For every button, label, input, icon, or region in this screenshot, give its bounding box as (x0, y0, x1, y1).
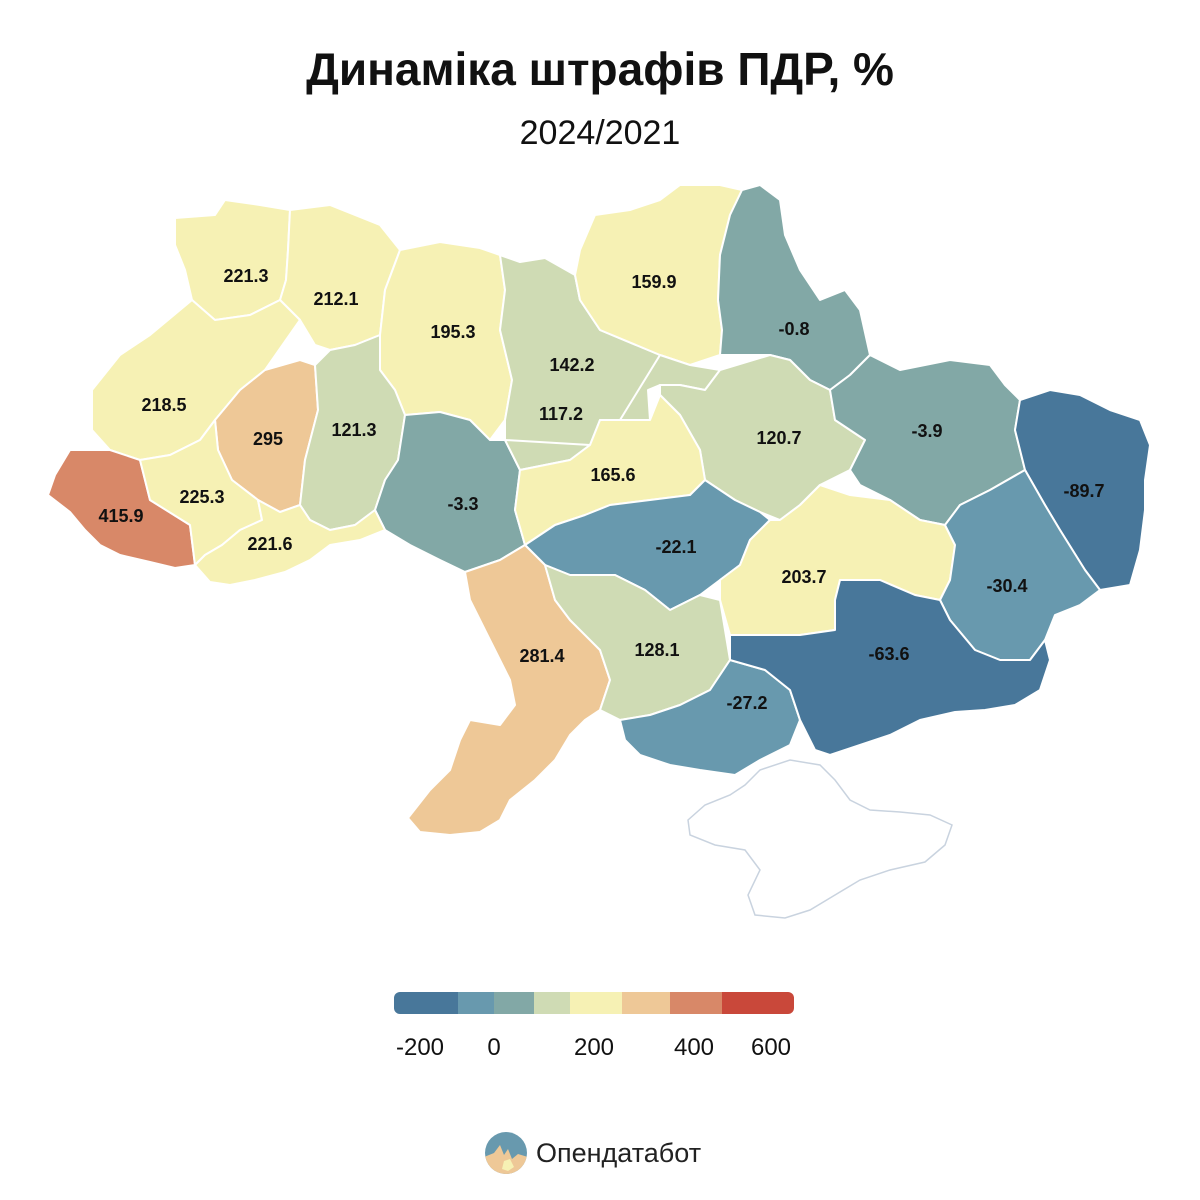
region-value-label: 203.7 (781, 567, 826, 587)
legend-swatch (670, 992, 722, 1014)
region-value-label: 295 (253, 429, 283, 449)
region-zaporizhzhia[interactable] (729, 579, 1051, 756)
region-value-label: 121.3 (331, 420, 376, 440)
region-value-label: -30.4 (986, 576, 1027, 596)
region-value-label: 221.3 (223, 266, 268, 286)
legend-swatch (570, 992, 622, 1014)
opendatabot-logo-icon (485, 1132, 527, 1174)
region-sumy[interactable] (717, 184, 871, 391)
crimea-outline (687, 759, 953, 919)
region-value-label: -3.9 (911, 421, 942, 441)
region-value-label: 117.2 (539, 404, 583, 424)
region-value-label: 120.7 (756, 428, 801, 448)
region-value-label: -22.1 (655, 537, 696, 557)
legend-swatch (394, 992, 458, 1014)
legend-tick-label: 0 (487, 1034, 501, 1061)
regions-layer (47, 184, 1151, 836)
map-title: Динаміка штрафів ПДР, % (306, 43, 894, 95)
region-value-label: 415.9 (98, 506, 143, 526)
brand-name: Опендатабот (536, 1137, 702, 1168)
legend-tick-label: 200 (573, 1034, 615, 1061)
map-subtitle: 2024/2021 (519, 114, 681, 152)
region-value-label: 218.5 (141, 395, 186, 415)
region-chernivtsi[interactable] (194, 499, 386, 586)
region-value-label: 281.4 (519, 646, 564, 666)
legend-swatch (534, 992, 570, 1014)
region-value-label: -3.3 (447, 494, 478, 514)
region-value-label: 221.6 (247, 534, 292, 554)
region-value-label: 128.1 (634, 640, 679, 660)
region-value-label: 142.2 (549, 355, 594, 375)
region-value-label: 225.3 (179, 487, 224, 507)
region-value-label: 212.1 (313, 289, 358, 309)
brand-footer[interactable]: Опендатабот (484, 1130, 701, 1176)
region-value-label: -63.6 (868, 644, 909, 664)
legend-swatch (494, 992, 534, 1014)
region-value-label: 195.3 (430, 322, 475, 342)
legend-swatch (722, 992, 794, 1014)
region-kherson[interactable] (619, 659, 801, 776)
region-value-label: -27.2 (726, 693, 767, 713)
legend-tick-label: 400 (673, 1034, 715, 1061)
region-value-label: -89.7 (1063, 481, 1104, 501)
labels-layer: 221.3 212.1 195.3 142.2 159.9 -0.8 218.5 295 121… (98, 266, 1104, 713)
legend-swatch (622, 992, 670, 1014)
color-legend (394, 992, 794, 1014)
legend-tick-label: -200 (395, 1034, 445, 1061)
region-value-label: -0.8 (778, 319, 809, 339)
region-value-label: 165.6 (590, 465, 635, 485)
legend-tick-label: 600 (750, 1034, 792, 1061)
region-value-label: 159.9 (631, 272, 676, 292)
legend-swatch (458, 992, 494, 1014)
